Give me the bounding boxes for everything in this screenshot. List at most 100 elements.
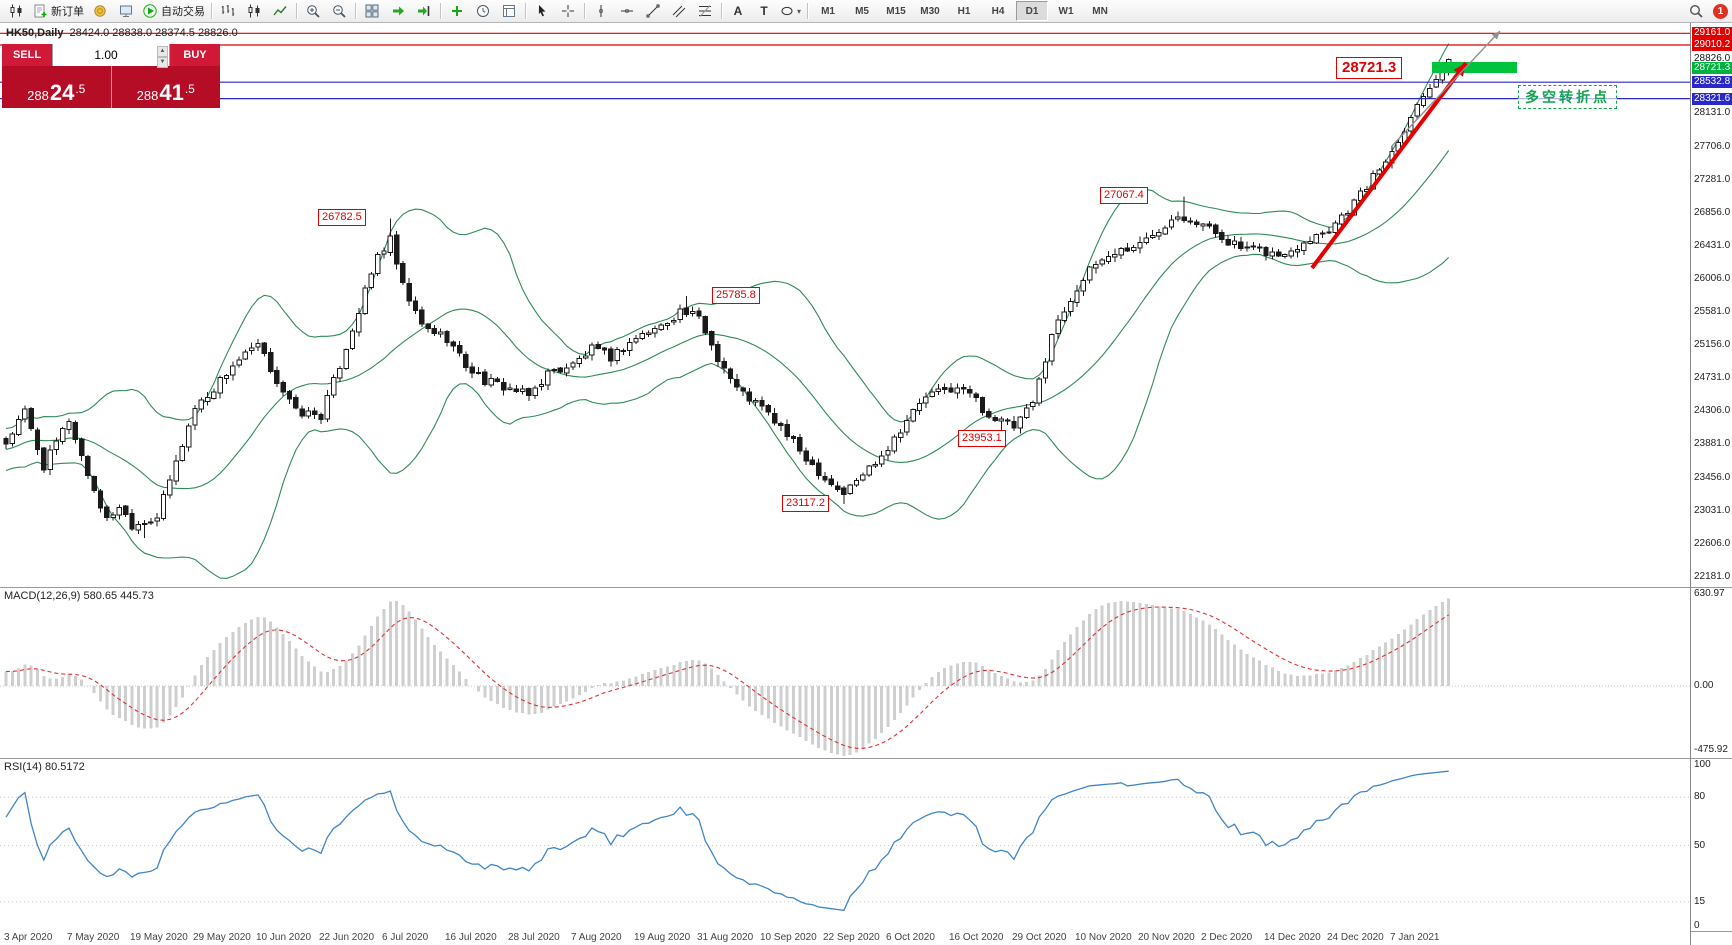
vertical-line-icon[interactable] bbox=[588, 0, 614, 22]
price-axis-tick: 24731.0 bbox=[1694, 372, 1731, 383]
green-zone-rectangle bbox=[1432, 62, 1517, 73]
chart-shift-icon[interactable] bbox=[411, 0, 437, 22]
text-icon[interactable]: A bbox=[733, 4, 743, 18]
price-axis-tick: 25156.0 bbox=[1694, 339, 1731, 350]
price-axis[interactable]: 29161.0 29010.2 28826.0 28721.3 28532.8 28321… bbox=[1690, 22, 1732, 945]
timeframe-button-W1[interactable]: W1 bbox=[1058, 5, 1074, 17]
time-axis-label: 29 Oct 2020 bbox=[1012, 932, 1067, 943]
time-axis-label: 10 Nov 2020 bbox=[1075, 932, 1132, 943]
timeframe-button-H4[interactable]: H4 bbox=[991, 5, 1005, 17]
terminal-icon[interactable] bbox=[113, 0, 139, 22]
macd-histogram bbox=[4, 598, 1451, 756]
macd-pane-label: MACD(12,26,9) 580.65 445.73 bbox=[4, 590, 154, 602]
price-axis-tick: 28131.0 bbox=[1694, 107, 1731, 118]
crosshair-icon[interactable] bbox=[555, 0, 581, 22]
candlestick-chart-icon[interactable] bbox=[241, 0, 267, 22]
trend-arrow-head bbox=[1491, 31, 1500, 40]
notification-badge[interactable]: 1 bbox=[1713, 3, 1728, 19]
price-axis-tick: 24306.0 bbox=[1694, 405, 1731, 416]
time-axis-label: 3 Apr 2020 bbox=[4, 932, 53, 943]
label-icon[interactable]: T bbox=[760, 4, 768, 18]
cursor-icon[interactable] bbox=[529, 0, 555, 22]
sell-label[interactable]: SELL bbox=[2, 44, 52, 66]
price-axis-tick: 22181.0 bbox=[1694, 571, 1731, 582]
price-axis-marker: 29010.2 bbox=[1692, 39, 1732, 51]
horizontal-line-icon[interactable] bbox=[614, 0, 640, 22]
search-icon[interactable] bbox=[1683, 0, 1709, 22]
time-axis[interactable]: 3 Apr 2020 7 May 2020 19 May 2020 29 May 20… bbox=[0, 931, 1690, 945]
time-axis-label: 7 Jan 2021 bbox=[1390, 932, 1440, 943]
tile-windows-icon[interactable] bbox=[359, 0, 385, 22]
trend-arrow-line bbox=[1391, 30, 1501, 147]
trend-arrow-line bbox=[1310, 61, 1468, 270]
rsi-axis-tick: 100 bbox=[1694, 759, 1711, 770]
zoom-in-icon[interactable] bbox=[300, 0, 326, 22]
macd-axis-min: -475.92 bbox=[1694, 744, 1728, 755]
macd-name: MACD(12,26,9) bbox=[4, 590, 81, 602]
timeframe-button-MN[interactable]: MN bbox=[1092, 5, 1108, 17]
timeframe-button-M1[interactable]: M1 bbox=[821, 5, 835, 17]
volume-spinner: ▲ ▼ bbox=[157, 46, 168, 68]
shapes-dropdown[interactable]: ▾ bbox=[777, 0, 804, 22]
price-axis-tick: 26006.0 bbox=[1694, 273, 1731, 284]
auto-scroll-icon[interactable] bbox=[385, 0, 411, 22]
buy-price-button[interactable]: 288 41.5 bbox=[112, 66, 221, 108]
price-axis-tick: 27281.0 bbox=[1694, 174, 1731, 185]
toolbar-right: 1 bbox=[1683, 0, 1732, 22]
time-axis-label: 24 Dec 2020 bbox=[1327, 932, 1384, 943]
fibonacci-icon[interactable] bbox=[692, 0, 718, 22]
timeframe-button-M30[interactable]: M30 bbox=[920, 5, 940, 17]
volume-input[interactable] bbox=[53, 44, 169, 66]
time-axis-label: 10 Sep 2020 bbox=[760, 932, 817, 943]
time-axis-label: 10 Jun 2020 bbox=[256, 932, 312, 943]
volume-up-button[interactable]: ▲ bbox=[157, 46, 168, 57]
volume-down-button[interactable]: ▼ bbox=[157, 57, 168, 68]
line-chart-icon[interactable] bbox=[267, 0, 293, 22]
time-axis-label: 14 Dec 2020 bbox=[1264, 932, 1321, 943]
macd-values: 580.65 445.73 bbox=[83, 590, 154, 602]
rsi-axis-tick: 50 bbox=[1694, 840, 1706, 851]
market-watch-icon[interactable] bbox=[87, 0, 113, 22]
price-axis-marker: 29161.0 bbox=[1692, 27, 1732, 39]
autotrading-button[interactable]: 自动交易 bbox=[139, 0, 208, 22]
time-axis-label: 19 Aug 2020 bbox=[634, 932, 691, 943]
price-axis-marker: 28826.0 bbox=[1694, 53, 1731, 64]
symbol-period-label: HK50,Daily bbox=[6, 27, 64, 39]
cn-annotation[interactable]: 多空转折点 bbox=[1518, 85, 1617, 109]
ohlc-values: 28424.0 28838.0 28374.5 28826.0 bbox=[69, 27, 238, 39]
time-axis-label: 19 May 2020 bbox=[130, 932, 188, 943]
buy-label[interactable]: BUY bbox=[170, 44, 220, 66]
price-axis-tick: 26431.0 bbox=[1694, 240, 1731, 251]
indicators-icon[interactable] bbox=[444, 0, 470, 22]
sell-price-button[interactable]: 288 24.5 bbox=[2, 66, 112, 108]
price-axis-tick: 25581.0 bbox=[1694, 306, 1731, 317]
timeframe-button-D1[interactable]: D1 bbox=[1016, 1, 1049, 21]
channel-icon[interactable] bbox=[666, 0, 692, 22]
volume-field: ▲ ▼ bbox=[52, 44, 170, 68]
time-axis-label: 7 Aug 2020 bbox=[571, 932, 622, 943]
price-axis-tick: 27706.0 bbox=[1694, 141, 1731, 152]
zoom-out-icon[interactable] bbox=[326, 0, 352, 22]
bar-chart-icon[interactable] bbox=[215, 0, 241, 22]
chart-window-icon[interactable] bbox=[3, 0, 29, 22]
buy-price-big: 41 bbox=[159, 80, 184, 106]
main-toolbar: 新订单 自动交易 A T ▾ M1 M5 M15 M30 H1 H4 D1 W1 MN 1 bbox=[0, 0, 1732, 23]
trend-arrow-head bbox=[1453, 63, 1466, 77]
toolbar-buttons: 新订单 自动交易 A T ▾ bbox=[3, 0, 811, 22]
timeframe-button-H1[interactable]: H1 bbox=[957, 5, 971, 17]
timeframe-button-M5[interactable]: M5 bbox=[855, 5, 869, 17]
templates-icon[interactable] bbox=[496, 0, 522, 22]
sell-price-big: 24 bbox=[49, 80, 75, 106]
price-axis-tick: 26856.0 bbox=[1694, 207, 1731, 218]
buy-price-prefix: 288 bbox=[136, 87, 159, 103]
rsi-pane-label: RSI(14) 80.5172 bbox=[4, 761, 85, 773]
period-icon[interactable] bbox=[470, 0, 496, 22]
price-axis-tick: 23456.0 bbox=[1694, 472, 1731, 483]
trendline-icon[interactable] bbox=[640, 0, 666, 22]
time-axis-label: 6 Oct 2020 bbox=[886, 932, 935, 943]
timeframe-button-M15[interactable]: M15 bbox=[886, 5, 906, 17]
new-order-button[interactable]: 新订单 bbox=[29, 0, 87, 22]
time-axis-label: 7 May 2020 bbox=[67, 932, 120, 943]
